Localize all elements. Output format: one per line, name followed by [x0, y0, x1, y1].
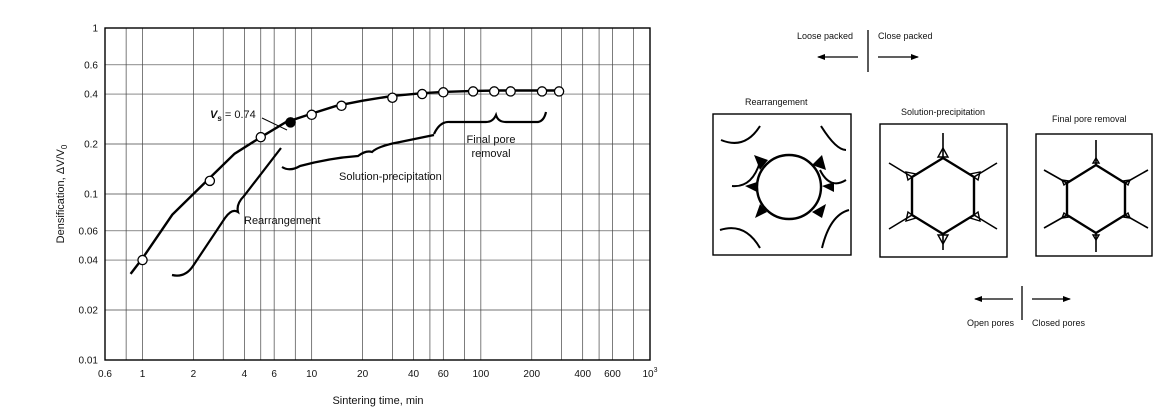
x-tick-label: 20 — [357, 369, 369, 380]
x-tick-label: 2 — [191, 369, 197, 380]
vs-annotation: Vs = 0.74 — [210, 109, 256, 123]
x-tick-label: 400 — [574, 369, 591, 380]
rearrangement-bracket — [171, 147, 282, 277]
x-tick-label: 4 — [242, 369, 248, 380]
panel-title-rearrangement: Rearrangement — [745, 97, 808, 107]
densification-chart: 0.6 1 2 4 6 10 20 40 60 100 200 400 600 103 0.010.020… — [55, 24, 658, 408]
data-point — [137, 254, 148, 266]
data-point — [438, 87, 449, 98]
data-point — [387, 92, 398, 104]
data-point — [505, 86, 516, 97]
y-tick-label: 0.04 — [79, 256, 99, 267]
solution-precipitation-annotation: Solution-precipitation — [339, 171, 442, 183]
final-pore-annotation-line2: removal — [471, 148, 510, 160]
x-tick-labels: 0.6 1 2 4 6 10 20 40 60 100 200 400 600 103 — [98, 367, 658, 380]
final-pore-annotation-line1: Final pore — [467, 134, 516, 146]
data-point — [255, 131, 267, 143]
plot-frame — [104, 27, 651, 361]
x-axis-label: Sintering time, min — [332, 395, 423, 407]
y-tick-label: 0.01 — [79, 356, 99, 367]
close-packed-label: Close packed — [878, 31, 933, 41]
solution-precipitation-panel — [879, 123, 1008, 258]
x-tick-label: 60 — [438, 369, 450, 380]
data-point — [285, 117, 296, 128]
x-tick-label: 103 — [642, 367, 657, 380]
y-tick-label: 0.4 — [84, 90, 98, 101]
rearrangement-annotation: Rearrangement — [244, 215, 320, 227]
data-point — [553, 86, 565, 97]
x-tick-label: 200 — [523, 369, 540, 380]
y-tick-labels: 0.01 0.02 0.04 0.06 0.1 0.2 0.4 0.6 1 — [79, 24, 99, 367]
closed-pores-label: Closed pores — [1032, 318, 1086, 328]
data-point — [536, 86, 548, 97]
x-tick-label: 0.6 — [98, 369, 112, 380]
rearrangement-panel — [712, 113, 852, 256]
y-tick-label: 0.2 — [84, 140, 98, 151]
vs-leader-line — [261, 117, 288, 131]
x-tick-label: 100 — [472, 369, 489, 380]
y-tick-label: 0.1 — [84, 190, 98, 201]
data-point — [467, 86, 479, 97]
data-points — [137, 86, 565, 266]
y-tick-label: 0.02 — [79, 306, 99, 317]
data-point — [204, 175, 216, 187]
y-tick-label: 1 — [92, 24, 98, 35]
final-pore-removal-panel — [1035, 133, 1153, 257]
x-tick-label: 10 — [306, 369, 318, 380]
panel-title-final-pore-removal: Final pore removal — [1052, 114, 1127, 124]
y-tick-label: 0.06 — [79, 226, 99, 237]
x-tick-label: 40 — [408, 369, 420, 380]
open-pores-label: Open pores — [967, 318, 1015, 328]
solution-precipitation-bracket — [281, 133, 435, 171]
panel-title-solution-precipitation: Solution-precipitation — [901, 107, 985, 117]
x-tick-label: 600 — [604, 369, 621, 380]
y-axis-label: Densification, ΔV/V0 — [55, 144, 69, 243]
data-point — [336, 100, 347, 112]
final-pore-removal-bracket — [433, 111, 548, 135]
loose-packed-label: Loose packed — [797, 31, 853, 41]
data-point — [488, 86, 500, 97]
chart-grid — [104, 27, 651, 361]
data-point — [306, 109, 317, 121]
y-tick-label: 0.6 — [84, 60, 98, 71]
x-tick-label: 1 — [140, 369, 146, 380]
data-point — [416, 88, 428, 100]
sintering-stage-schematic: Loose packed Close packed Rearrangement … — [712, 30, 1153, 328]
x-tick-label: 6 — [271, 369, 277, 380]
